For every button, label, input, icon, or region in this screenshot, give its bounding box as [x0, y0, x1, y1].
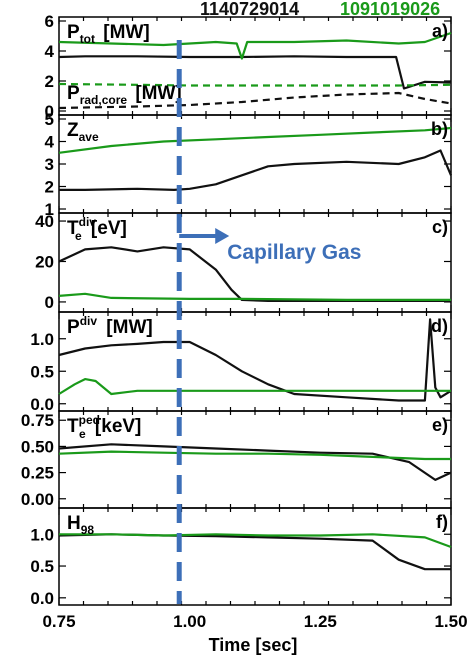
- series-line: [58, 533, 451, 571]
- y-tick-label: 40: [35, 212, 54, 231]
- panel-label: Tped e [keV]: [67, 413, 141, 441]
- y-tick-label: 0.0: [30, 395, 54, 414]
- panel-letter: c): [432, 217, 448, 237]
- panel-letter: d): [431, 316, 448, 336]
- capillary-gas-arrowhead: [215, 228, 230, 244]
- series-line: [58, 126, 452, 154]
- x-tick-label: 1.25: [304, 612, 337, 631]
- y-tick-label: 20: [35, 252, 54, 271]
- y-tick-label: 0.00: [21, 490, 54, 509]
- panel-label: Zave: [67, 120, 99, 144]
- shot-label-green: 1091019026: [340, 0, 440, 19]
- y-tick-label: 0.5: [30, 557, 54, 576]
- y-tick-label: 0.25: [21, 464, 54, 483]
- series-line: [58, 292, 451, 301]
- y-tick-label: 3: [45, 155, 54, 174]
- series-line: [58, 318, 452, 402]
- series-line: [58, 246, 451, 302]
- series-line: [58, 378, 451, 396]
- panel-letter: b): [431, 119, 448, 139]
- y-tick-label: 0.5: [30, 362, 54, 381]
- panel-label: Pdiv [MW]: [67, 314, 153, 338]
- panel-frame: [58, 507, 452, 606]
- shot-label-black: 1140729014: [200, 0, 299, 19]
- series-line: [58, 450, 451, 461]
- series-line: [58, 55, 452, 90]
- y-tick-label: 4: [45, 42, 55, 61]
- series-line: [59, 533, 452, 549]
- x-tick-label: 0.75: [42, 612, 75, 631]
- y-tick-label: 1.0: [30, 525, 54, 544]
- y-tick-label: 1: [45, 200, 54, 219]
- panel-letter: e): [432, 415, 448, 435]
- panel-label-secondary: Prad,core [MW]: [67, 83, 182, 107]
- x-axis-label: Time [sec]: [209, 635, 298, 655]
- series-line: [59, 149, 453, 191]
- y-tick-label: 0: [45, 293, 54, 312]
- panel-label: H98: [67, 513, 94, 537]
- capillary-gas-label: Capillary Gas: [227, 241, 361, 264]
- y-tick-label: 6: [45, 12, 54, 31]
- y-tick-label: 4: [45, 133, 55, 152]
- x-tick-label: 1.00: [173, 612, 206, 631]
- x-tick-label: 1.50: [434, 612, 467, 631]
- y-tick-label: 0: [45, 102, 54, 121]
- series-line: [58, 82, 452, 87]
- y-tick-label: 0.0: [30, 589, 54, 608]
- y-tick-label: 5: [45, 110, 54, 129]
- series-line: [58, 443, 452, 481]
- y-tick-label: 2: [45, 178, 54, 197]
- panel-letter: a): [432, 21, 448, 41]
- y-tick-label: 1.0: [30, 330, 54, 349]
- y-tick-label: 2: [45, 72, 54, 91]
- panels-group: 0 2 4 6 Ptot [MW] Prad,core [MW] a) 1 2 3 4 5 Zave b)…: [21, 12, 468, 631]
- y-tick-label: 0.75: [21, 411, 54, 430]
- series-line: [58, 31, 452, 60]
- panel-letter: f): [436, 512, 448, 532]
- panel-label: Tdiv e [eV]: [67, 215, 127, 243]
- y-tick-label: 0.50: [21, 437, 54, 456]
- panel-label: Ptot [MW]: [67, 22, 150, 46]
